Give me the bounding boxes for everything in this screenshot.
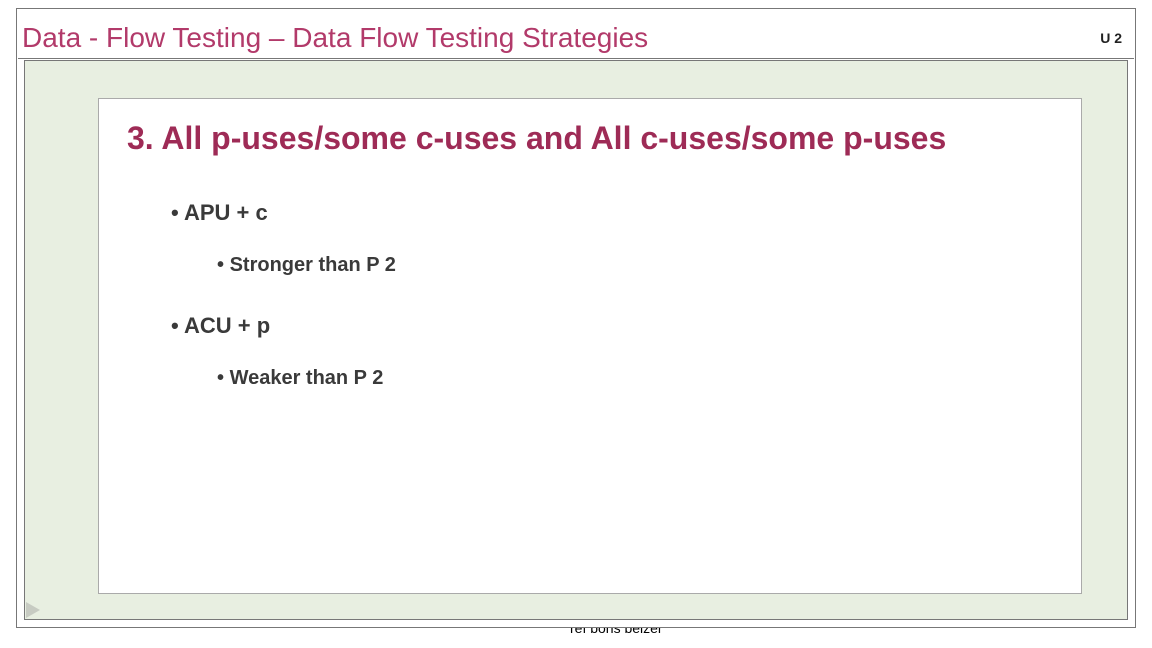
sub-bullet-acu: Weaker than P 2 bbox=[217, 367, 1057, 390]
content-heading: 3. All p-uses/some c-uses and All c-uses… bbox=[127, 117, 1057, 160]
sub-list-apu: Stronger than P 2 bbox=[217, 254, 1057, 277]
bullet-apu: APU + c Stronger than P 2 bbox=[171, 200, 1057, 277]
footer-cropped-inner: ref boris beizer bbox=[570, 628, 663, 636]
sub-bullet-apu: Stronger than P 2 bbox=[217, 254, 1057, 277]
bullet-acu-label: ACU + p bbox=[184, 313, 270, 338]
content-box: 3. All p-uses/some c-uses and All c-uses… bbox=[98, 98, 1082, 594]
footer-cropped-text: ref boris beizer bbox=[570, 628, 663, 636]
slide: Data - Flow Testing – Data Flow Testing … bbox=[0, 0, 1152, 648]
bullet-acu: ACU + p Weaker than P 2 bbox=[171, 313, 1057, 390]
sub-bullet-acu-label: Weaker than P 2 bbox=[230, 367, 384, 389]
bullet-apu-label: APU + c bbox=[184, 200, 268, 225]
sub-list-acu: Weaker than P 2 bbox=[217, 367, 1057, 390]
unit-label: U 2 bbox=[1100, 30, 1130, 46]
sub-bullet-apu-label: Stronger than P 2 bbox=[230, 254, 396, 276]
bullet-list: APU + c Stronger than P 2 ACU + p Weaker… bbox=[171, 200, 1057, 390]
page-corner-arrow-icon bbox=[26, 602, 40, 618]
title-bar: Data - Flow Testing – Data Flow Testing … bbox=[22, 16, 1130, 60]
slide-title: Data - Flow Testing – Data Flow Testing … bbox=[22, 22, 648, 54]
